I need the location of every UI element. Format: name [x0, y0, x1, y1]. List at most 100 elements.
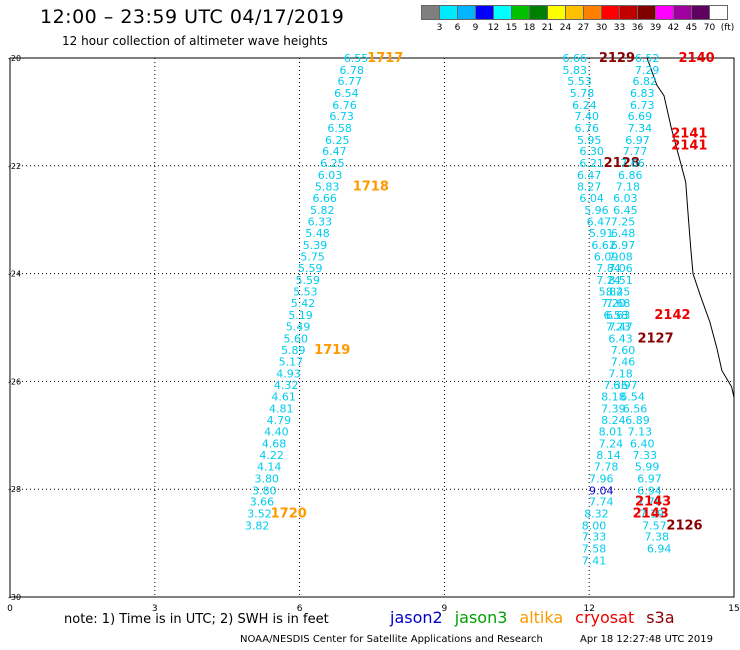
pass-label: 2127 [637, 331, 673, 346]
wave-height-value: 7.96 [589, 472, 614, 485]
pass-label: 2141 [671, 126, 707, 141]
wave-height-value: 7.76 [637, 496, 662, 509]
y-tick-label: -22 [8, 162, 21, 171]
wave-height-value: 7.77 [623, 145, 648, 158]
wave-height-value: 7.25 [611, 215, 636, 228]
wave-height-value: 6.76 [332, 99, 357, 112]
wave-height-value: 4.81 [269, 402, 294, 415]
wave-height-value: 7.36 [603, 379, 628, 392]
wave-height-value: 6.47 [587, 215, 612, 228]
mission-s3a: s3a [646, 608, 675, 627]
pass-label: 2140 [678, 51, 714, 66]
wave-height-value: 7.68 [606, 297, 631, 310]
pass-label: 1719 [314, 343, 350, 358]
wave-height-value: 5.75 [300, 250, 325, 263]
x-tick-label: 12 [583, 604, 594, 614]
x-tick-label: 9 [442, 604, 448, 614]
wave-height-value: 7.46 [611, 355, 636, 368]
wave-height-value: 4.68 [262, 437, 287, 450]
colorbar-label: 36 [631, 23, 644, 33]
wave-height-value: 6.94 [647, 542, 672, 555]
wave-height-value: 5.78 [570, 87, 595, 100]
pass-label: 2141 [671, 138, 707, 153]
colorbar-label: 15 [505, 23, 518, 33]
colorbar-label: 3 [436, 23, 443, 33]
wave-height-value: 7.66 [620, 157, 645, 170]
wave-height-value: 4.61 [271, 390, 296, 403]
colorbar-label: 39 [649, 23, 662, 33]
wave-height-value: 4.32 [274, 379, 299, 392]
x-tick-label: 3 [152, 604, 158, 614]
wave-height-value: 5.83 [315, 180, 340, 193]
wave-height-value: 3.66 [250, 496, 275, 509]
wave-height-value: 8.14 [596, 449, 621, 462]
wave-height-value: 8.00 [582, 519, 607, 532]
generated-timestamp: Apr 18 12:27:48 UTC 2019 [580, 634, 713, 645]
wave-height-value: 4.14 [257, 461, 282, 474]
pass-label: 1718 [353, 179, 389, 194]
wave-height-value: 3.80 [255, 472, 280, 485]
wave-height-value: 7.34 [628, 122, 653, 135]
pass-label: 1717 [367, 51, 403, 66]
credit-text: NOAA/NESDIS Center for Satellite Applica… [240, 634, 543, 645]
wave-height-value: 6.97 [625, 134, 650, 147]
wave-height-value: 6.69 [628, 110, 653, 123]
wave-height-value: 3.80 [252, 484, 277, 497]
wave-height-value: 3.52 [247, 507, 272, 520]
wave-height-value: 7.33 [632, 449, 657, 462]
y-tick-label: -24 [8, 270, 21, 279]
wave-height-value: 6.89 [625, 414, 650, 427]
wave-height-value: 7.40 [575, 110, 600, 123]
mission-altika: altika [519, 608, 564, 627]
wave-height-value: 6.47 [322, 145, 347, 158]
wave-height-value: 7.33 [582, 531, 607, 544]
wave-height-value: 6.86 [618, 169, 643, 182]
wave-height-value: 6.58 [327, 122, 352, 135]
wave-height-value: 7.47 [608, 320, 633, 333]
wave-height-value: 5.83 [562, 64, 587, 77]
wave-height-value: 5.59 [296, 274, 321, 287]
wave-height-value: 7.29 [635, 64, 660, 77]
wave-height-value: 4.79 [267, 414, 292, 427]
wave-height-value: 6.04 [579, 192, 604, 205]
wave-height-value: 8.24 [601, 414, 626, 427]
wave-height-value: 6.43 [608, 332, 633, 345]
wave-height-value: 6.54 [334, 87, 359, 100]
colorbar-label: 18 [523, 23, 536, 33]
wave-height-value: 5.42 [291, 297, 316, 310]
wave-height-value: 6.66 [562, 52, 587, 65]
wave-height-value: 6.56 [623, 402, 648, 415]
y-tick-label: -28 [8, 485, 21, 494]
wave-height-value: 6.83 [630, 87, 655, 100]
wave-height-value: 5.17 [279, 355, 304, 368]
wave-height-value: 5.99 [635, 461, 660, 474]
colorbar-label: 27 [577, 23, 590, 33]
wave-height-value: 5.96 [584, 204, 609, 217]
wave-height-value: 6.54 [620, 390, 645, 403]
wave-height-value: 6.94 [637, 484, 662, 497]
wave-height-value: 5.53 [293, 285, 318, 298]
wave-height-value: 6.52 [635, 52, 660, 65]
footer-note: note: 1) Time is in UTC; 2) SWH is in fe… [64, 612, 329, 627]
wave-height-value: 5.82 [599, 285, 624, 298]
pass-label: 2128 [604, 156, 640, 171]
wave-height-value: 6.66 [312, 192, 337, 205]
wave-height-value: 8.27 [577, 180, 602, 193]
colorbar-swatch [709, 5, 728, 20]
wave-height-value: 6.40 [630, 437, 655, 450]
wave-height-value: 6.97 [637, 472, 662, 485]
wave-height-value: 6.78 [339, 64, 364, 77]
wave-height-value: 8.51 [608, 274, 633, 287]
wave-height-value: 8.45 [606, 285, 631, 298]
colorbar-label: 30 [595, 23, 608, 33]
wave-height-value: 6.25 [325, 134, 350, 147]
y-tick-label: -20 [8, 54, 21, 63]
wave-height-value: 7.20 [601, 297, 626, 310]
wave-height-value: 3.82 [245, 519, 270, 532]
wave-height-value: 5.59 [298, 262, 323, 275]
wave-height-value: 7.18 [608, 367, 633, 380]
wave-height-value: 6.63 [606, 309, 631, 322]
wave-height-value: 7.60 [611, 344, 636, 357]
mission-jason3: jason3 [454, 608, 508, 627]
wave-height-value: 6.24 [572, 99, 597, 112]
